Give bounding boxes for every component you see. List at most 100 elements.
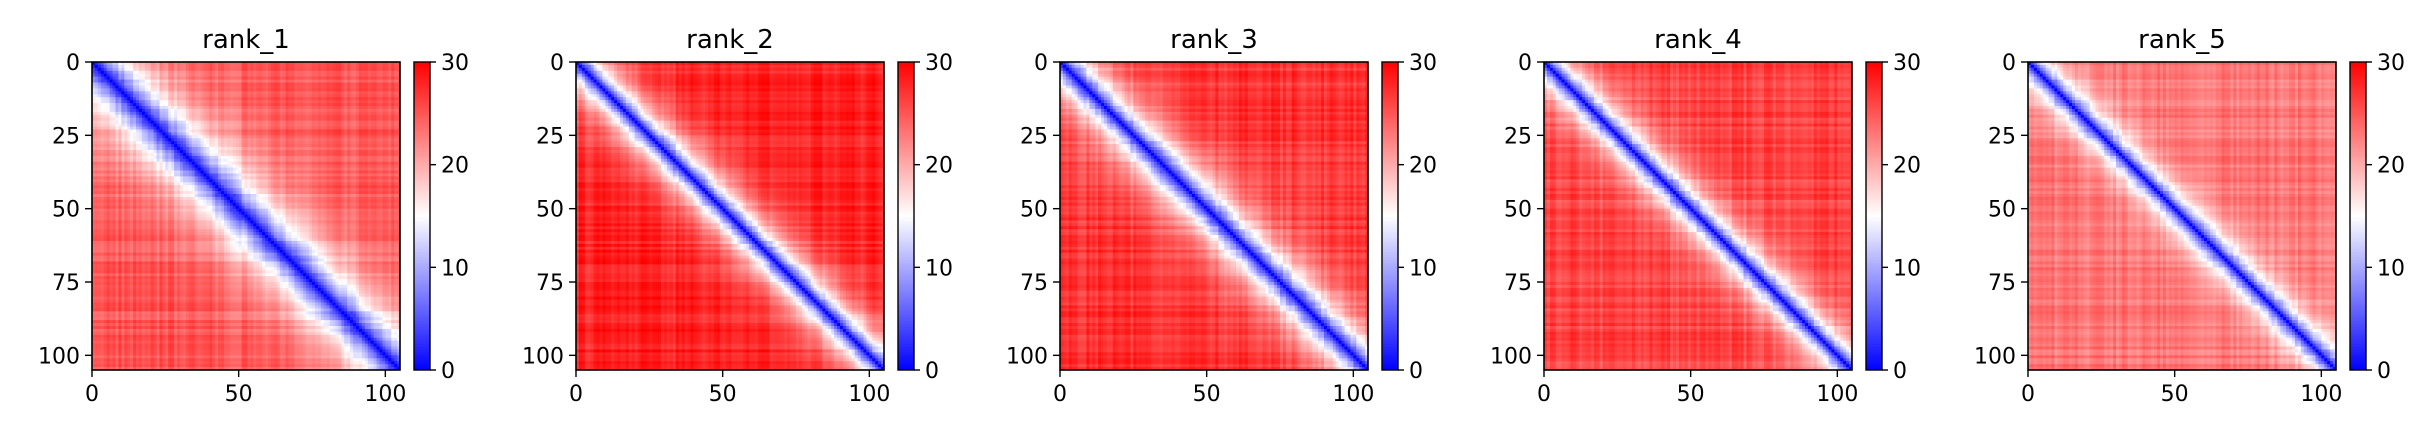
heatmap-cell: [294, 97, 297, 100]
heatmap-cell: [374, 165, 377, 168]
heatmap-cell: [180, 83, 183, 86]
heatmap-cell: [335, 106, 338, 109]
heatmap-cell: [321, 97, 324, 100]
heatmap-cell: [127, 159, 130, 162]
heatmap-cell: [335, 162, 338, 165]
heatmap-cell: [189, 171, 192, 174]
heatmap-cell: [203, 144, 206, 147]
heatmap-cell: [330, 141, 333, 144]
heatmap-cell: [198, 168, 201, 171]
heatmap-cell: [350, 106, 353, 109]
heatmap-cell: [239, 179, 242, 182]
heatmap-cell: [151, 77, 154, 80]
heatmap-cell: [127, 176, 130, 179]
heatmap-cell: [195, 153, 198, 156]
heatmap-cell: [209, 127, 212, 130]
heatmap-cell: [110, 141, 113, 144]
heatmap-cell: [148, 65, 151, 68]
heatmap-cell: [118, 103, 121, 106]
heatmap-cell: [133, 168, 136, 171]
heatmap-cell: [277, 91, 280, 94]
heatmap-cell: [157, 71, 160, 74]
heatmap-cell: [242, 103, 245, 106]
heatmap-cell: [268, 71, 271, 74]
heatmap-cell: [115, 77, 118, 80]
heatmap-cell: [171, 156, 174, 159]
heatmap-cell: [294, 85, 297, 88]
heatmap-cell: [356, 138, 359, 141]
heatmap-cell: [253, 103, 256, 106]
heatmap-cell: [159, 109, 162, 112]
heatmap-cell: [291, 132, 294, 135]
heatmap-cell: [98, 103, 101, 106]
heatmap-cell: [283, 118, 286, 121]
heatmap-cell: [341, 159, 344, 162]
heatmap-cell: [353, 156, 356, 159]
heatmap-cell: [303, 147, 306, 150]
heatmap-cell: [154, 91, 157, 94]
heatmap-cell: [233, 88, 236, 91]
heatmap-cell: [385, 65, 388, 68]
heatmap-cell: [374, 74, 377, 77]
heatmap-cell: [107, 83, 110, 86]
heatmap-cell: [309, 138, 312, 141]
heatmap-cell: [136, 121, 139, 124]
heatmap-cell: [280, 173, 283, 176]
heatmap-cell: [297, 74, 300, 77]
heatmap-cell: [388, 88, 391, 91]
heatmap-cell: [98, 94, 101, 97]
heatmap-cell: [142, 141, 145, 144]
heatmap-cell: [350, 165, 353, 168]
heatmap-cell: [183, 168, 186, 171]
heatmap-cell: [309, 80, 312, 83]
heatmap-cell: [283, 91, 286, 94]
heatmap-cell: [215, 176, 218, 179]
heatmap-cell: [300, 80, 303, 83]
heatmap-cell: [124, 165, 127, 168]
heatmap-cell: [245, 147, 248, 150]
heatmap-cell: [388, 71, 391, 74]
heatmap-cell: [300, 144, 303, 147]
heatmap-cell: [382, 165, 385, 168]
heatmap-cell: [303, 80, 306, 83]
heatmap-cell: [136, 138, 139, 141]
heatmap-cell: [159, 127, 162, 130]
heatmap-cell: [133, 106, 136, 109]
heatmap-cell: [259, 115, 262, 118]
heatmap-cell: [236, 162, 239, 165]
heatmap-cell: [206, 118, 209, 121]
heatmap-cell: [104, 144, 107, 147]
heatmap-cell: [186, 80, 189, 83]
heatmap-cell: [95, 106, 98, 109]
heatmap-cell: [95, 83, 98, 86]
heatmap-cell: [291, 94, 294, 97]
heatmap-cell: [333, 156, 336, 159]
heatmap-cell: [124, 162, 127, 165]
heatmap-cell: [341, 135, 344, 138]
heatmap-cell: [268, 80, 271, 83]
heatmap-cell: [115, 100, 118, 103]
heatmap-cell: [121, 83, 124, 86]
heatmap-cell: [277, 68, 280, 71]
heatmap-cell: [253, 144, 256, 147]
heatmap-cell: [154, 127, 157, 130]
heatmap-cell: [306, 162, 309, 165]
heatmap-cell: [268, 173, 271, 176]
heatmap-cell: [227, 100, 230, 103]
heatmap-cell: [294, 129, 297, 132]
heatmap-cell: [385, 132, 388, 135]
heatmap-cell: [215, 74, 218, 77]
heatmap-cell: [113, 83, 116, 86]
heatmap-cell: [291, 118, 294, 121]
heatmap-cell: [127, 68, 130, 71]
heatmap-cell: [113, 135, 116, 138]
heatmap-cell: [224, 121, 227, 124]
heatmap-cell: [127, 97, 130, 100]
heatmap-cell: [250, 135, 253, 138]
heatmap-cell: [303, 94, 306, 97]
heatmap-cell: [233, 109, 236, 112]
heatmap-cell: [215, 171, 218, 174]
heatmap-cell: [256, 141, 259, 144]
heatmap-cell: [98, 91, 101, 94]
heatmap-cell: [177, 138, 180, 141]
